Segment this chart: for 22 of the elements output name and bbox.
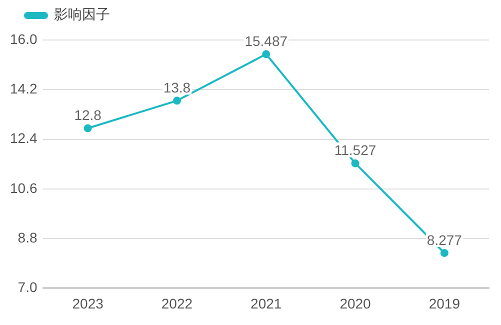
legend-label: 影响因子: [54, 6, 110, 24]
x-tick-label: 2020: [340, 295, 372, 312]
x-tick-label: 2022: [161, 295, 193, 312]
data-label: 8.277: [426, 232, 462, 248]
data-label: 15.487: [244, 33, 288, 50]
point: [351, 159, 360, 168]
y-tick-label: 8.8: [18, 229, 38, 246]
x-tick-label: 2023: [72, 295, 104, 312]
data-label: 13.8: [163, 80, 191, 96]
y-tick-label: 7.0: [18, 279, 38, 296]
y-tick-label: 10.6: [10, 180, 38, 196]
y-tick-label: 16.0: [10, 30, 38, 47]
data-label: 12.8: [74, 107, 102, 124]
point: [84, 124, 92, 132]
x-tick-label: 2019: [428, 295, 460, 312]
x-tick-label: 2021: [250, 295, 282, 312]
point: [262, 50, 270, 58]
y-tick-label: 12.4: [10, 130, 38, 146]
y-tick-label: 14.2: [10, 80, 38, 96]
point: [172, 96, 181, 105]
point: [440, 248, 448, 257]
data-label: 11.527: [334, 142, 376, 158]
